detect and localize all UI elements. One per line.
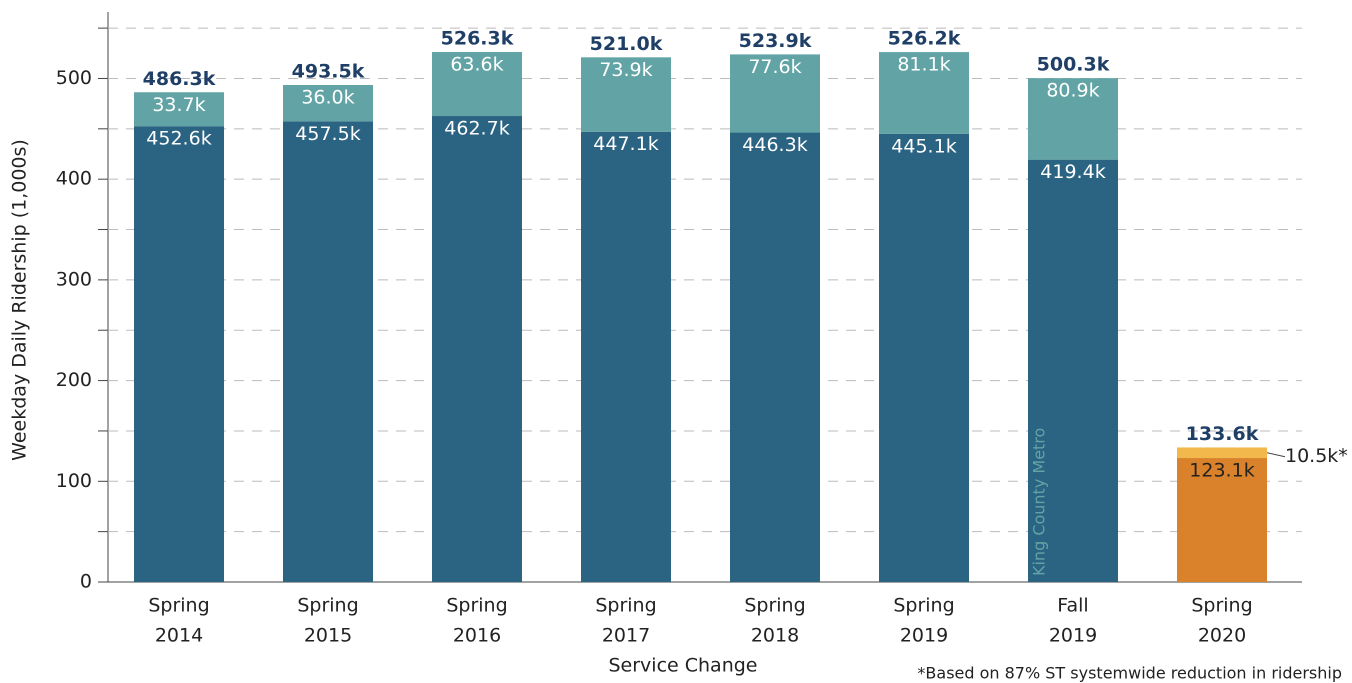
legend-label: King County Metro: [1030, 428, 1049, 576]
bar-segment: [432, 51, 522, 117]
y-tick-label: 0: [80, 571, 92, 593]
x-tick-label: Spring: [744, 595, 805, 617]
y-tick-label: 500: [56, 67, 92, 89]
x-tick-label: Spring: [446, 595, 507, 617]
bar-segment: [1028, 159, 1118, 582]
total-label: 486.3k: [143, 68, 216, 90]
bar-segment: [134, 92, 224, 127]
value-label: 33.7k: [152, 94, 205, 116]
value-label: 36.0k: [301, 87, 354, 109]
x-tick-label: 2019: [1049, 625, 1097, 647]
value-label: 457.5k: [295, 123, 360, 145]
x-tick-label: Spring: [148, 595, 209, 617]
bar-segment: [730, 54, 820, 133]
bar-segment: [581, 131, 671, 582]
value-label: 10.5k*: [1285, 445, 1348, 467]
total-label: 521.0k: [590, 33, 663, 55]
value-label: 81.1k: [897, 54, 950, 76]
x-tick-label: Spring: [595, 595, 656, 617]
x-tick-label: 2014: [155, 625, 203, 647]
value-label: 419.4k: [1040, 161, 1105, 183]
total-label: 526.2k: [888, 28, 961, 50]
y-tick-label: 100: [56, 470, 92, 492]
bar-segment: [134, 126, 224, 582]
x-tick-label: 2016: [453, 625, 501, 647]
bar-segment: [432, 116, 522, 583]
total-label: 523.9k: [739, 30, 812, 52]
x-tick-label: Spring: [297, 595, 358, 617]
y-tick-label: 200: [56, 369, 92, 391]
bar-segment: [1177, 447, 1267, 459]
x-tick-label: 2018: [751, 625, 799, 647]
bar-segment: [1177, 458, 1267, 582]
value-label: 447.1k: [593, 133, 658, 155]
y-axis-label: Weekday Daily Ridership (1,000s): [9, 139, 31, 461]
value-label: 123.1k: [1189, 460, 1254, 482]
x-tick-label: 2017: [602, 625, 650, 647]
value-label: 63.6k: [450, 53, 503, 75]
bar-segment: [730, 132, 820, 582]
value-label: 445.1k: [891, 135, 956, 157]
legend-label: Link: [1030, 115, 1049, 149]
bar-segment: [879, 133, 969, 583]
x-tick-label: 2020: [1198, 625, 1246, 647]
value-label: 77.6k: [748, 56, 801, 78]
total-label: 526.3k: [441, 27, 514, 49]
value-label: 452.6k: [146, 128, 211, 150]
bar-segment: [879, 52, 969, 134]
x-tick-label: 2015: [304, 625, 352, 647]
y-tick-label: 400: [56, 168, 92, 190]
total-label: 133.6k: [1186, 423, 1259, 445]
y-tick-label: 300: [56, 268, 92, 290]
total-label: 500.3k: [1037, 54, 1110, 76]
x-tick-label: Fall: [1057, 595, 1088, 617]
bar-segment: [283, 85, 373, 122]
x-axis-label: Service Change: [608, 655, 757, 677]
value-label: 80.9k: [1046, 80, 1099, 102]
bar-segment: [1028, 78, 1118, 160]
bar-segment: [283, 121, 373, 582]
value-label: 446.3k: [742, 134, 807, 156]
value-label: 73.9k: [599, 59, 652, 81]
bar-segment: [581, 57, 671, 132]
x-tick-label: Spring: [1191, 595, 1252, 617]
leader-line: [1266, 452, 1286, 458]
x-tick-label: 2019: [900, 625, 948, 647]
footnote: *Based on 87% ST systemwide reduction in…: [917, 664, 1342, 683]
total-label: 493.5k: [292, 61, 365, 83]
value-label: 462.7k: [444, 118, 509, 140]
x-tick-label: Spring: [893, 595, 954, 617]
